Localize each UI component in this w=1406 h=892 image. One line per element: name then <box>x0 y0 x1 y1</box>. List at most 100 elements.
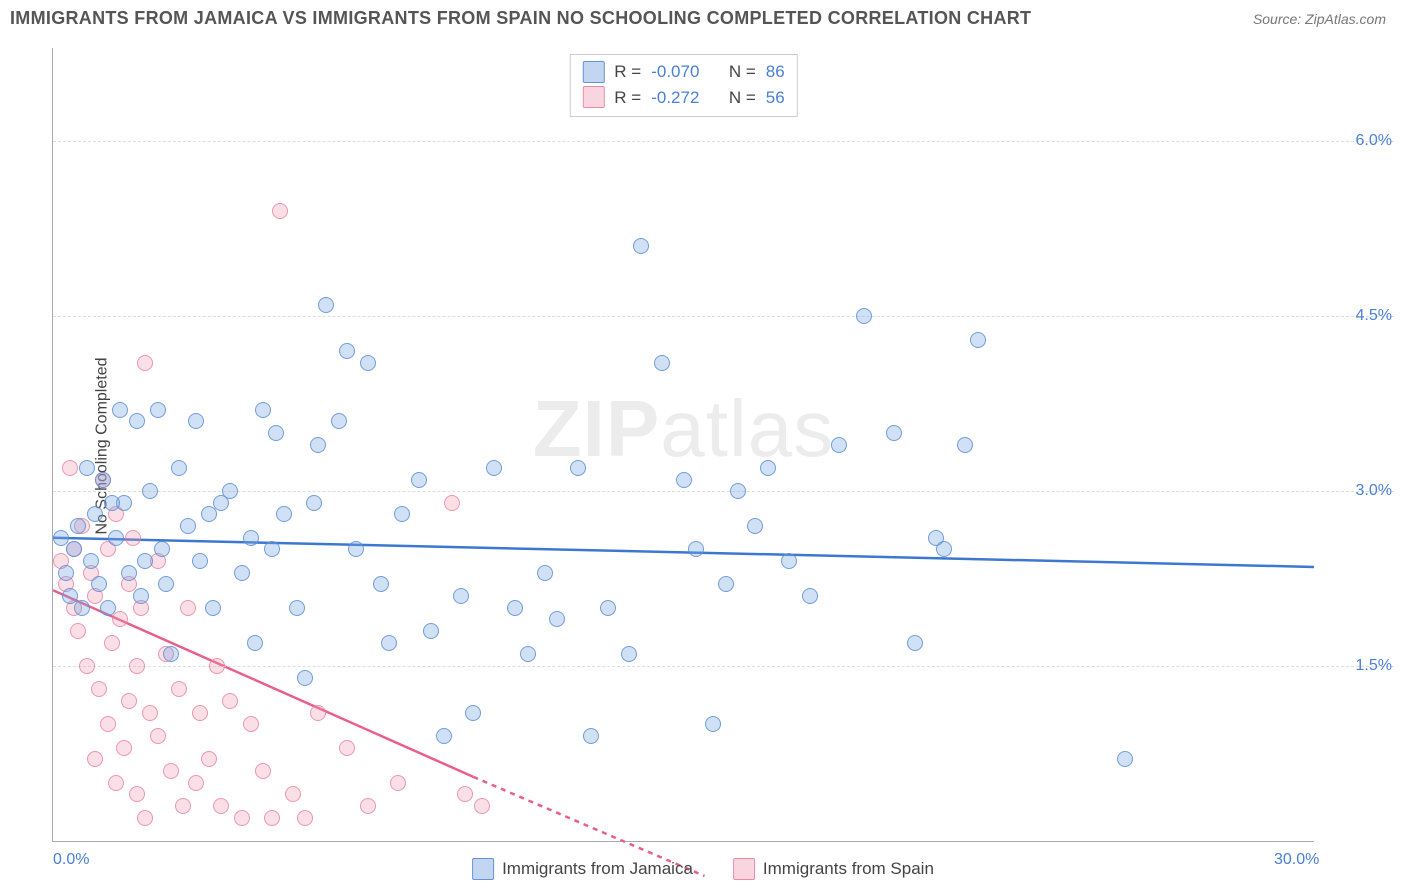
data-point <box>297 670 313 686</box>
data-point <box>91 576 107 592</box>
data-point <box>137 355 153 371</box>
data-point <box>289 600 305 616</box>
source-label: Source: <box>1253 11 1301 27</box>
data-point <box>802 588 818 604</box>
data-point <box>474 798 490 814</box>
data-point <box>58 565 74 581</box>
correlation-legend: R = -0.070 N = 86 R = -0.272 N = 56 <box>569 54 797 117</box>
data-point <box>318 297 334 313</box>
gridline <box>53 666 1394 667</box>
r-value-jamaica: -0.070 <box>651 59 699 85</box>
data-point <box>444 495 460 511</box>
data-point <box>570 460 586 476</box>
data-point <box>129 413 145 429</box>
data-point <box>171 681 187 697</box>
data-point <box>600 600 616 616</box>
data-point <box>970 332 986 348</box>
data-point <box>95 472 111 488</box>
data-point <box>79 658 95 674</box>
data-point <box>255 402 271 418</box>
x-tick-label: 30.0% <box>1274 851 1319 869</box>
data-point <box>100 600 116 616</box>
data-point <box>276 506 292 522</box>
data-point <box>104 635 120 651</box>
data-point <box>150 728 166 744</box>
data-point <box>116 740 132 756</box>
swatch-spain-icon <box>733 858 755 880</box>
data-point <box>171 460 187 476</box>
n-value-spain: 56 <box>766 85 785 111</box>
data-point <box>453 588 469 604</box>
legend-item-spain: Immigrants from Spain <box>733 858 934 880</box>
data-point <box>856 308 872 324</box>
data-point <box>436 728 452 744</box>
data-point <box>53 530 69 546</box>
swatch-jamaica-icon <box>582 61 604 83</box>
data-point <box>125 530 141 546</box>
x-tick-label: 0.0% <box>53 851 89 869</box>
data-point <box>234 810 250 826</box>
data-point <box>121 565 137 581</box>
data-point <box>180 600 196 616</box>
data-point <box>150 402 166 418</box>
data-point <box>180 518 196 534</box>
data-point <box>108 775 124 791</box>
data-point <box>108 530 124 546</box>
data-point <box>507 600 523 616</box>
data-point <box>205 600 221 616</box>
data-point <box>129 786 145 802</box>
data-point <box>457 786 473 802</box>
data-point <box>66 541 82 557</box>
r-value-spain: -0.272 <box>651 85 699 111</box>
chart-title: IMMIGRANTS FROM JAMAICA VS IMMIGRANTS FR… <box>10 8 1031 29</box>
data-point <box>310 437 326 453</box>
data-point <box>91 681 107 697</box>
gridline <box>53 141 1394 142</box>
data-point <box>209 658 225 674</box>
data-point <box>201 751 217 767</box>
data-point <box>129 658 145 674</box>
gridline <box>53 491 1394 492</box>
data-point <box>74 600 90 616</box>
data-point <box>87 506 103 522</box>
data-point <box>360 355 376 371</box>
data-point <box>243 530 259 546</box>
data-point <box>272 203 288 219</box>
n-label: N = <box>729 85 756 111</box>
data-point <box>234 565 250 581</box>
data-point <box>175 798 191 814</box>
data-point <box>158 576 174 592</box>
data-point <box>121 693 137 709</box>
corr-row-spain: R = -0.272 N = 56 <box>582 85 784 111</box>
data-point <box>163 763 179 779</box>
scatter-chart: ZIPatlas R = -0.070 N = 86 R = -0.272 N … <box>52 48 1314 842</box>
y-tick-label: 1.5% <box>1356 657 1392 675</box>
gridline <box>53 316 1394 317</box>
data-point <box>137 810 153 826</box>
data-point <box>537 565 553 581</box>
data-point <box>373 576 389 592</box>
data-point <box>201 506 217 522</box>
data-point <box>676 472 692 488</box>
r-label: R = <box>614 85 641 111</box>
data-point <box>907 635 923 651</box>
data-point <box>255 763 271 779</box>
data-point <box>621 646 637 662</box>
data-point <box>154 541 170 557</box>
data-point <box>1117 751 1133 767</box>
data-point <box>381 635 397 651</box>
trend-line <box>53 538 1314 567</box>
data-point <box>936 541 952 557</box>
data-point <box>112 402 128 418</box>
data-point <box>339 343 355 359</box>
data-point <box>654 355 670 371</box>
data-point <box>188 775 204 791</box>
legend-item-jamaica: Immigrants from Jamaica <box>472 858 693 880</box>
data-point <box>633 238 649 254</box>
source-credit: Source: ZipAtlas.com <box>1253 11 1386 27</box>
n-value-jamaica: 86 <box>766 59 785 85</box>
data-point <box>718 576 734 592</box>
data-point <box>188 413 204 429</box>
y-tick-label: 4.5% <box>1356 307 1392 325</box>
data-point <box>310 705 326 721</box>
